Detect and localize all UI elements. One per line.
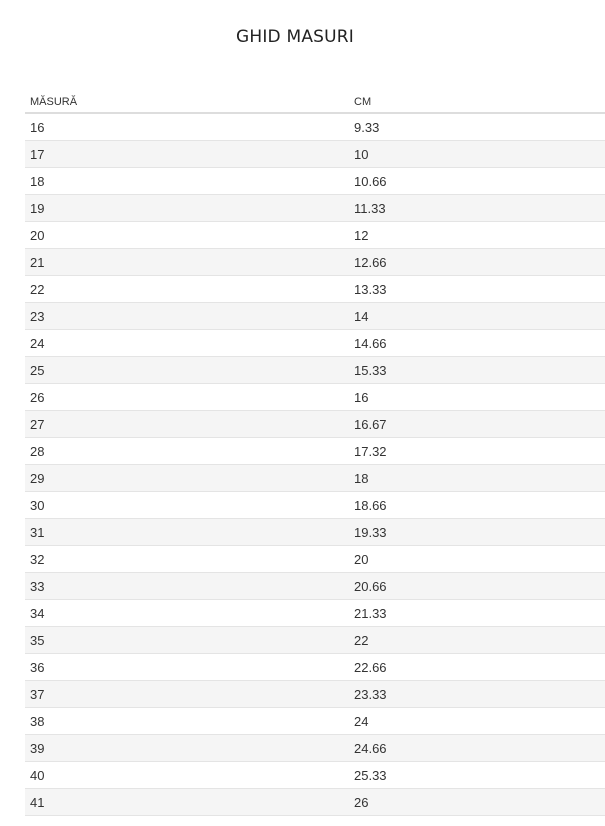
table-row: 41 26 xyxy=(25,788,605,816)
page-title: GHID MASURI xyxy=(235,27,355,47)
size-cell: 20 xyxy=(25,221,349,249)
table-row: 16 9.33 xyxy=(25,113,605,141)
size-cell: 38 xyxy=(25,707,349,735)
table-row: 17 10 xyxy=(25,140,605,168)
size-cell: 25 xyxy=(25,356,349,384)
column-header-cm: CM xyxy=(349,92,605,114)
size-cell: 17 xyxy=(25,140,349,168)
table-row: 26 16 xyxy=(25,383,605,411)
cm-cell: 20.66 xyxy=(349,572,605,600)
table-row: 25 15.33 xyxy=(25,356,605,384)
cm-cell: 20 xyxy=(349,545,605,573)
cm-cell: 14 xyxy=(349,302,605,330)
cm-cell: 23.33 xyxy=(349,680,605,708)
size-cell: 27 xyxy=(25,410,349,438)
table-row: 29 18 xyxy=(25,464,605,492)
size-cell: 26 xyxy=(25,383,349,411)
size-cell: 21 xyxy=(25,248,349,276)
size-cell: 37 xyxy=(25,680,349,708)
cm-cell: 9.33 xyxy=(349,113,605,141)
cm-cell: 26 xyxy=(349,788,605,816)
cm-cell: 25.33 xyxy=(349,761,605,789)
table-row: 27 16.67 xyxy=(25,410,605,438)
table-row: 34 21.33 xyxy=(25,599,605,627)
cm-cell: 19.33 xyxy=(349,518,605,546)
table-row: 22 13.33 xyxy=(25,275,605,303)
table-row: 23 14 xyxy=(25,302,605,330)
table-row: 39 24.66 xyxy=(25,734,605,762)
size-cell: 34 xyxy=(25,599,349,627)
table-row: 28 17.32 xyxy=(25,437,605,465)
table-row: 32 20 xyxy=(25,545,605,573)
table-row: 20 12 xyxy=(25,221,605,249)
size-cell: 16 xyxy=(25,113,349,141)
table-row: 30 18.66 xyxy=(25,491,605,519)
column-header-size: MĂSURĂ xyxy=(25,92,349,114)
cm-cell: 22 xyxy=(349,626,605,654)
cm-cell: 18 xyxy=(349,464,605,492)
size-cell: 31 xyxy=(25,518,349,546)
table-row: 18 10.66 xyxy=(25,167,605,195)
table-row: 19 11.33 xyxy=(25,194,605,222)
size-cell: 24 xyxy=(25,329,349,357)
size-cell: 40 xyxy=(25,761,349,789)
cm-cell: 21.33 xyxy=(349,599,605,627)
size-cell: 33 xyxy=(25,572,349,600)
size-cell: 28 xyxy=(25,437,349,465)
size-cell: 22 xyxy=(25,275,349,303)
cm-cell: 14.66 xyxy=(349,329,605,357)
table-header-row: MĂSURĂ CM xyxy=(25,92,605,114)
table-row: 35 22 xyxy=(25,626,605,654)
cm-cell: 24 xyxy=(349,707,605,735)
cm-cell: 12.66 xyxy=(349,248,605,276)
size-cell: 32 xyxy=(25,545,349,573)
table-row: 37 23.33 xyxy=(25,680,605,708)
cm-cell: 12 xyxy=(349,221,605,249)
size-cell: 39 xyxy=(25,734,349,762)
table-row: 36 22.66 xyxy=(25,653,605,681)
cm-cell: 13.33 xyxy=(349,275,605,303)
cm-cell: 18.66 xyxy=(349,491,605,519)
size-cell: 19 xyxy=(25,194,349,222)
cm-cell: 17.32 xyxy=(349,437,605,465)
size-cell: 23 xyxy=(25,302,349,330)
size-cell: 35 xyxy=(25,626,349,654)
cm-cell: 16.67 xyxy=(349,410,605,438)
cm-cell: 16 xyxy=(349,383,605,411)
cm-cell: 24.66 xyxy=(349,734,605,762)
size-cell: 41 xyxy=(25,788,349,816)
table-row: 24 14.66 xyxy=(25,329,605,357)
size-cell: 30 xyxy=(25,491,349,519)
cm-cell: 22.66 xyxy=(349,653,605,681)
size-cell: 36 xyxy=(25,653,349,681)
size-cell: 29 xyxy=(25,464,349,492)
table-row: 33 20.66 xyxy=(25,572,605,600)
cm-cell: 10.66 xyxy=(349,167,605,195)
size-guide-table: MĂSURĂ CM 16 9.33 17 10 18 10.66 19 11.33 20 12 21… xyxy=(25,92,605,816)
table-row: 40 25.33 xyxy=(25,761,605,789)
table-row: 38 24 xyxy=(25,707,605,735)
cm-cell: 15.33 xyxy=(349,356,605,384)
table-row: 21 12.66 xyxy=(25,248,605,276)
size-cell: 18 xyxy=(25,167,349,195)
table-row: 31 19.33 xyxy=(25,518,605,546)
cm-cell: 10 xyxy=(349,140,605,168)
cm-cell: 11.33 xyxy=(349,194,605,222)
